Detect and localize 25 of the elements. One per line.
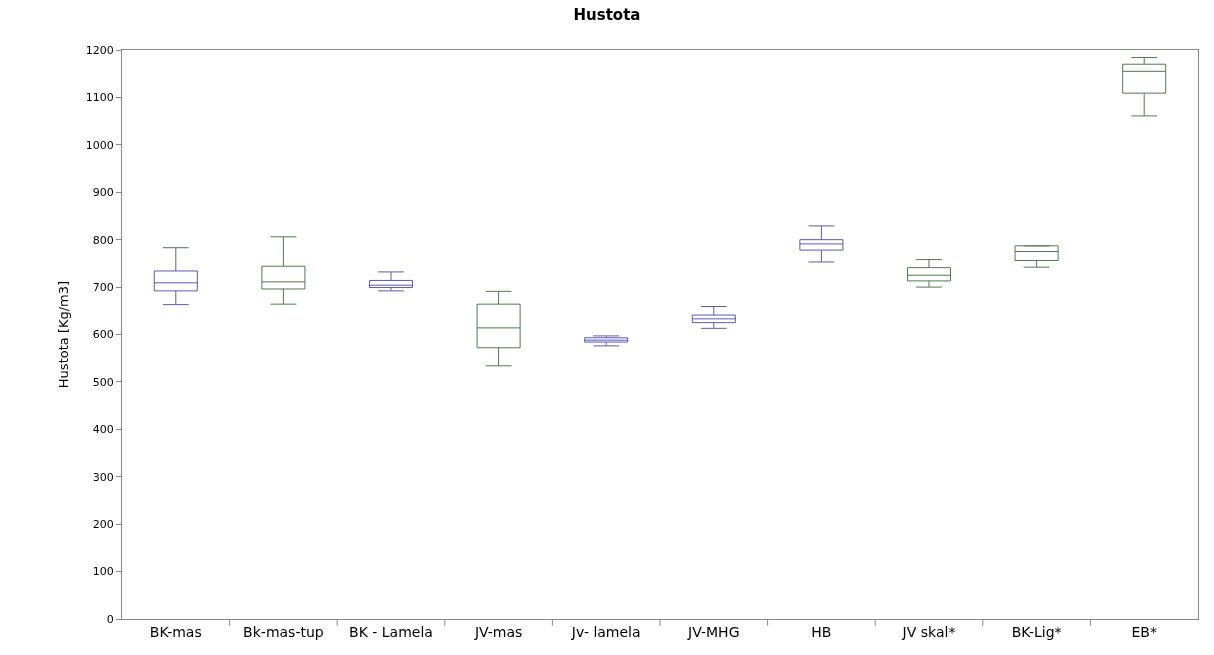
y-tick-label: 100	[92, 565, 114, 579]
y-tick-label: 200	[92, 518, 114, 532]
x-tick-label: HB	[811, 623, 832, 640]
y-tick-label: 600	[92, 328, 114, 342]
y-tick-label: 900	[92, 186, 114, 200]
chart-title: Hustota	[573, 6, 641, 25]
x-tick-label: Jv- lamela	[570, 623, 641, 640]
y-tick-label: 500	[92, 375, 114, 389]
x-tick-label: BK-Lig*	[1011, 623, 1062, 640]
x-tick-label: JV skal*	[901, 623, 956, 640]
x-tick-label: Bk-mas-tup	[243, 623, 324, 640]
x-tick-label: JV-mas	[473, 623, 523, 640]
y-tick-label: 400	[92, 423, 114, 437]
x-tick-label: BK - Lamela	[349, 623, 433, 640]
y-tick-label: 1000	[85, 138, 114, 152]
y-tick-label: 300	[92, 470, 114, 484]
y-tick-label: 1200	[85, 43, 114, 57]
x-tick-label: EB*	[1131, 623, 1157, 640]
y-axis-title: Hustota [Kg/m3]	[55, 280, 71, 389]
y-tick-label: 700	[92, 280, 114, 294]
y-tick-label: 800	[92, 233, 114, 247]
y-tick-label: 0	[106, 612, 114, 626]
y-tick-label: 1100	[85, 91, 114, 105]
x-tick-label: JV-MHG	[687, 623, 740, 640]
x-tick-label: BK-mas	[149, 623, 202, 640]
